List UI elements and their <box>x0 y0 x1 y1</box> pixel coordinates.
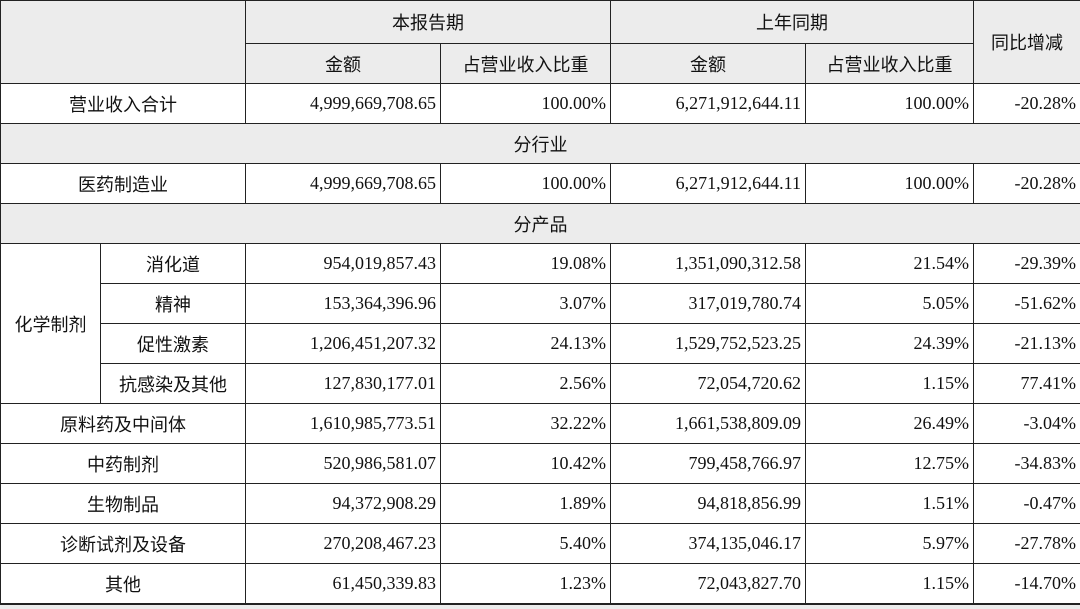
value-cell: 1,610,985,773.51 <box>245 403 441 444</box>
value-cell: 153,364,396.96 <box>245 283 441 324</box>
value-cell: -34.83% <box>973 443 1080 484</box>
value-cell: 954,019,857.43 <box>245 243 441 284</box>
row-label: 原料药及中间体 <box>0 403 246 444</box>
value-cell: 1.51% <box>805 483 974 524</box>
value-cell: 1.89% <box>440 483 611 524</box>
value-cell: 6,271,912,644.11 <box>610 83 806 124</box>
value-cell: 72,054,720.62 <box>610 363 806 404</box>
table-row: 营业收入合计 4,999,669,708.65 100.00% 6,271,912,6… <box>0 83 1080 124</box>
value-cell: 61,450,339.83 <box>245 563 441 604</box>
value-cell: 94,372,908.29 <box>245 483 441 524</box>
header-cell: 同比增减 <box>973 0 1080 84</box>
value-cell: 19.08% <box>440 243 611 284</box>
value-cell: -20.28% <box>973 163 1080 204</box>
value-cell: -51.62% <box>973 283 1080 324</box>
trailing-row <box>0 604 1080 609</box>
table-row: 分产品 <box>0 203 1080 244</box>
value-cell: 5.05% <box>805 283 974 324</box>
value-cell: -0.47% <box>973 483 1080 524</box>
value-cell: 24.39% <box>805 323 974 364</box>
value-cell: 100.00% <box>805 163 974 204</box>
header-blank <box>0 0 246 84</box>
value-cell: 72,043,827.70 <box>610 563 806 604</box>
value-cell: -27.78% <box>973 523 1080 564</box>
table-row: 化学制剂 消化道 954,019,857.43 19.08% 1,351,090,312… <box>0 243 1080 404</box>
value-cell: 5.40% <box>440 523 611 564</box>
value-cell: 10.42% <box>440 443 611 484</box>
row-label: 医药制造业 <box>0 163 246 204</box>
value-cell: 374,135,046.17 <box>610 523 806 564</box>
value-cell: 1,529,752,523.25 <box>610 323 806 364</box>
table-row: 金额 占营业收入比重 金额 占营业收入比重 <box>1 43 1080 84</box>
section-header: 分产品 <box>0 203 1080 244</box>
row-label: 抗感染及其他 <box>100 363 246 404</box>
value-cell: 94,818,856.99 <box>610 483 806 524</box>
value-cell: 520,986,581.07 <box>245 443 441 484</box>
value-cell: 100.00% <box>805 83 974 124</box>
table-row: 生物制品 94,372,908.29 1.89% 94,818,856.99 1.51%… <box>0 483 1080 524</box>
value-cell: -3.04% <box>973 403 1080 444</box>
value-cell: -21.13% <box>973 323 1080 364</box>
value-cell: 1,206,451,207.32 <box>245 323 441 364</box>
header-cell: 金额 <box>245 43 441 84</box>
value-cell: -20.28% <box>973 83 1080 124</box>
row-label: 其他 <box>0 563 246 604</box>
value-cell: 100.00% <box>440 83 611 124</box>
value-cell: 6,271,912,644.11 <box>610 163 806 204</box>
value-cell: 2.56% <box>440 363 611 404</box>
section-header: 分行业 <box>0 123 1080 164</box>
value-cell: 100.00% <box>440 163 611 204</box>
value-cell: 32.22% <box>440 403 611 444</box>
value-cell: 317,019,780.74 <box>610 283 806 324</box>
value-cell: 127,830,177.01 <box>245 363 441 404</box>
value-cell: 21.54% <box>805 243 974 284</box>
header-cell: 上年同期 <box>610 0 974 44</box>
value-cell: 270,208,467.23 <box>245 523 441 564</box>
value-cell: 24.13% <box>440 323 611 364</box>
value-cell: 1.15% <box>805 563 974 604</box>
value-cell: -29.39% <box>973 243 1080 284</box>
table-row: 精神 153,364,396.96 3.07% 317,019,780.74 5.05%… <box>1 283 1080 324</box>
table-row: 抗感染及其他 127,830,177.01 2.56% 72,054,720.62 1.… <box>1 363 1080 404</box>
table-row: 诊断试剂及设备 270,208,467.23 5.40% 374,135,046.17… <box>0 523 1080 564</box>
value-cell: 1,351,090,312.58 <box>610 243 806 284</box>
table-row: 本报告期 上年同期 同比增减 <box>0 0 1080 84</box>
row-label: 精神 <box>100 283 246 324</box>
value-cell: 3.07% <box>440 283 611 324</box>
value-cell: 5.97% <box>805 523 974 564</box>
row-label: 中药制剂 <box>0 443 246 484</box>
table-row: 促性激素 1,206,451,207.32 24.13% 1,529,752,523.… <box>1 323 1080 364</box>
header-cell: 本报告期 <box>245 0 611 44</box>
value-cell: 4,999,669,708.65 <box>245 163 441 204</box>
group-label: 化学制剂 <box>0 243 101 404</box>
table-row: 医药制造业 4,999,669,708.65 100.00% 6,271,912,64… <box>0 163 1080 204</box>
header-cell: 金额 <box>610 43 806 84</box>
row-label: 促性激素 <box>100 323 246 364</box>
value-cell: 26.49% <box>805 403 974 444</box>
value-cell: 1,661,538,809.09 <box>610 403 806 444</box>
row-label: 营业收入合计 <box>0 83 246 124</box>
value-cell: 799,458,766.97 <box>610 443 806 484</box>
value-cell: 4,999,669,708.65 <box>245 83 441 124</box>
table-row: 其他 61,450,339.83 1.23% 72,043,827.70 1.15% -1… <box>0 563 1080 604</box>
table-row: 分行业 <box>0 123 1080 164</box>
value-cell: 12.75% <box>805 443 974 484</box>
table-row: 中药制剂 520,986,581.07 10.42% 799,458,766.97 12… <box>0 443 1080 484</box>
value-cell: 1.23% <box>440 563 611 604</box>
value-cell: 1.15% <box>805 363 974 404</box>
value-cell: 77.41% <box>973 363 1080 404</box>
header-cell: 占营业收入比重 <box>805 43 974 84</box>
value-cell: -14.70% <box>973 563 1080 604</box>
row-label: 消化道 <box>100 243 246 284</box>
table-row: 原料药及中间体 1,610,985,773.51 32.22% 1,661,538,8… <box>0 403 1080 444</box>
row-label: 生物制品 <box>0 483 246 524</box>
row-label: 诊断试剂及设备 <box>0 523 246 564</box>
header-cell: 占营业收入比重 <box>440 43 611 84</box>
